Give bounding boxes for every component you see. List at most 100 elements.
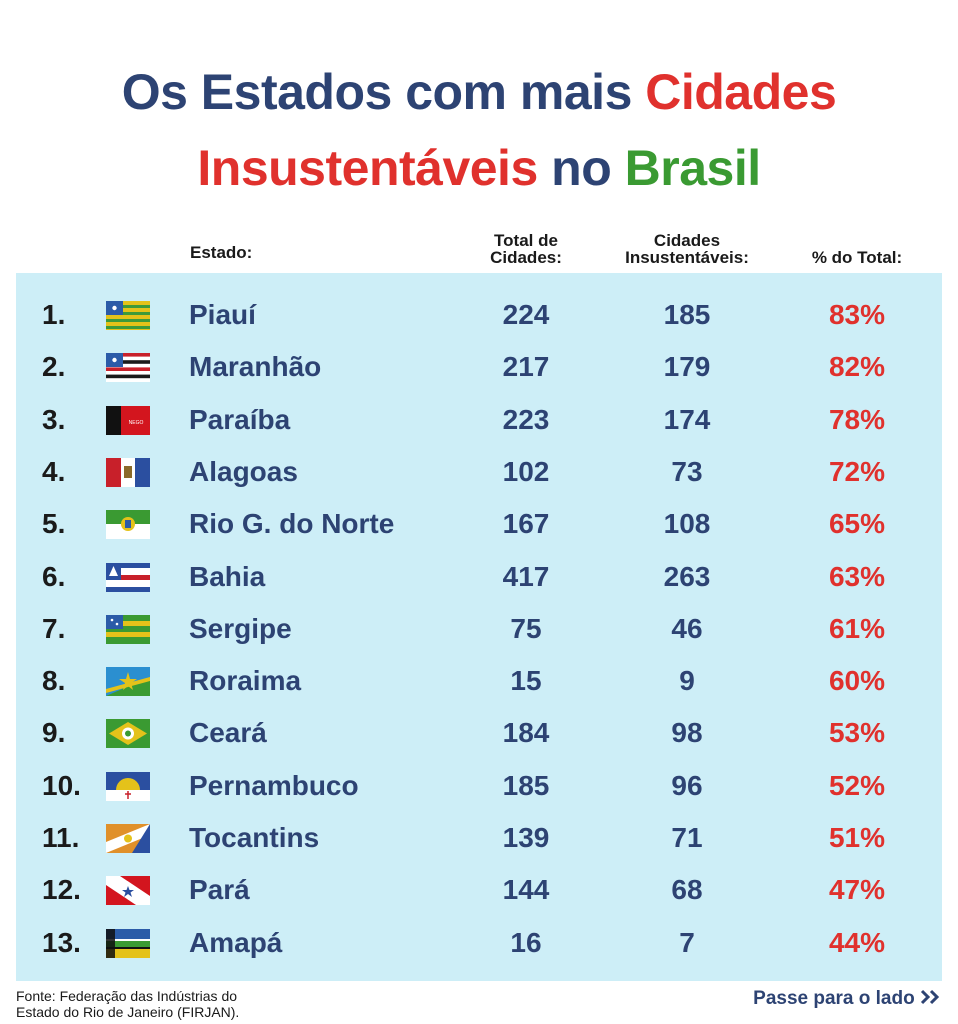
cidades-insustentaveis-cell: 98: [671, 717, 703, 749]
percent-cell: 47%: [828, 874, 886, 906]
double-chevron-right-icon: [920, 989, 940, 1005]
title-line-2: Insustentáveis no Brasil: [0, 138, 958, 198]
state-name: Rio G. do Norte: [189, 508, 395, 540]
cidades-insustentaveis-cell: 68: [671, 874, 703, 906]
source-line-1: Fonte: Federação das Indústrias do: [16, 988, 238, 1004]
table-row: 11. Tocantins 139 71 51%: [0, 812, 958, 864]
table-row: 1. Piauí 224 185 83%: [0, 289, 958, 341]
next-slide-label: Passe para o lado: [753, 988, 915, 1009]
state-name: Bahia: [189, 560, 266, 592]
cidades-insustentaveis-cell: 46: [671, 612, 703, 644]
rank-cell: 4.: [42, 455, 66, 487]
state-name: Roraima: [189, 665, 302, 697]
title-part-1: Os Estados com mais: [121, 64, 646, 120]
cidades-insustentaveis-cell: 263: [663, 560, 711, 592]
cidades-insustentaveis-cell: 174: [663, 403, 711, 435]
total-cidades-cell: 167: [502, 508, 550, 540]
total-cidades-cell: 16: [510, 926, 542, 958]
state-name: Maranhão: [189, 351, 322, 383]
title-part-2: Cidades: [645, 64, 837, 120]
header-total-line2: Cidades:: [490, 248, 562, 267]
table-background: [16, 273, 942, 981]
source-line-2: Estado do Rio de Janeiro (FIRJAN).: [16, 1004, 240, 1020]
total-cidades-cell: 224: [502, 299, 550, 330]
percent-cell: 72%: [828, 455, 886, 487]
state-name: Alagoas: [189, 455, 298, 487]
next-slide-button[interactable]: Passe para o lado: [753, 988, 942, 1010]
svg-text:NEGO: NEGO: [129, 420, 144, 426]
rank-cell: 8.: [42, 665, 66, 697]
percent-cell: 52%: [828, 769, 886, 801]
roraima-flag-icon: [106, 667, 150, 697]
rank-cell: 2.: [42, 351, 66, 383]
percent-cell: 63%: [828, 560, 886, 592]
table-row: 12. Pará 144 68 47%: [0, 864, 958, 916]
total-cidades-cell: 102: [502, 455, 550, 487]
state-name: Pará: [189, 874, 250, 906]
percent-cell: 61%: [828, 612, 886, 644]
rank-cell: 7.: [42, 612, 66, 644]
rank-cell: 11.: [42, 822, 80, 853]
rank-cell: 10.: [42, 769, 81, 801]
percent-cell: 82%: [828, 351, 886, 383]
cidades-insustentaveis-cell: 108: [663, 508, 711, 540]
table-row: 13. Amapá 16 7 44%: [0, 917, 958, 969]
header-insustentaveis: Cidades Insustentáveis:: [607, 232, 767, 266]
bahia-flag-icon: [106, 562, 150, 592]
source-note: Fonte: Federação das Indústrias do Estad…: [16, 988, 239, 1020]
title-part-3: Insustentáveis: [197, 140, 538, 196]
header-total-line1: Total de: [494, 231, 558, 250]
table-row: 8. Roraima 15 9 60%: [0, 655, 958, 707]
maranhao-flag-icon: [106, 353, 150, 383]
state-name: Sergipe: [189, 612, 292, 644]
total-cidades-cell: 75: [510, 612, 542, 644]
percent-cell: 78%: [828, 403, 886, 435]
rank-cell: 9.: [42, 717, 66, 749]
total-cidades-cell: 417: [502, 560, 550, 592]
percent-cell: 83%: [828, 299, 886, 330]
header-estado: Estado:: [190, 243, 253, 262]
title-part-5: Brasil: [624, 140, 761, 196]
title-line-1: Os Estados com mais Cidades: [0, 62, 958, 122]
rank-cell: 13.: [42, 926, 81, 958]
rank-cell: 3.: [42, 403, 66, 435]
cidades-insustentaveis-cell: 7: [679, 926, 695, 958]
table-row: 2. Maranhão 217 179 82%: [0, 341, 958, 393]
rank-cell: 12.: [42, 874, 81, 906]
alagoas-flag-icon: [106, 457, 150, 487]
rank-cell: 5.: [42, 508, 66, 540]
rank-cell: 1.: [42, 299, 66, 330]
para-flag-icon: [106, 876, 150, 906]
table-row: 9. Ceará 184 98 53%: [0, 707, 958, 759]
total-cidades-cell: 223: [502, 403, 550, 435]
ceara-flag-icon: [106, 719, 150, 749]
table-row: 5. Rio G. do Norte 167 108 65%: [0, 498, 958, 550]
percent-cell: 53%: [828, 717, 886, 749]
state-name: Amapá: [189, 926, 283, 958]
total-cidades-cell: 144: [502, 874, 550, 906]
paraiba-flag-icon: NEGO: [106, 405, 150, 435]
table-row: 4. Alagoas 102 73 72%: [0, 446, 958, 498]
piaui-flag-icon: [106, 301, 150, 330]
table-row: 3. NEGO Paraíba 223 174 78%: [0, 394, 958, 446]
cidades-insustentaveis-cell: 9: [679, 665, 695, 697]
total-cidades-cell: 184: [502, 717, 550, 749]
table-row: 7. Sergipe 75 46 61%: [0, 603, 958, 655]
percent-cell: 44%: [828, 926, 886, 958]
sergipe-flag-icon: [106, 614, 150, 644]
state-name: Piauí: [189, 299, 256, 330]
rio-grande-do-norte-flag-icon: [106, 510, 150, 540]
percent-cell: 51%: [828, 822, 886, 853]
total-cidades-cell: 185: [502, 769, 550, 801]
rank-cell: 6.: [42, 560, 66, 592]
percent-cell: 65%: [828, 508, 886, 540]
header-pct: % do Total:: [811, 248, 903, 267]
state-name: Pernambuco: [189, 769, 359, 801]
header-insustentaveis-line1: Cidades: [653, 231, 721, 250]
cidades-insustentaveis-cell: 96: [671, 769, 703, 801]
cidades-insustentaveis-cell: 71: [671, 822, 703, 853]
state-name: Ceará: [189, 717, 267, 749]
percent-cell: 60%: [828, 665, 886, 697]
tocantins-flag-icon: [106, 824, 150, 853]
cidades-insustentaveis-cell: 185: [663, 299, 711, 330]
